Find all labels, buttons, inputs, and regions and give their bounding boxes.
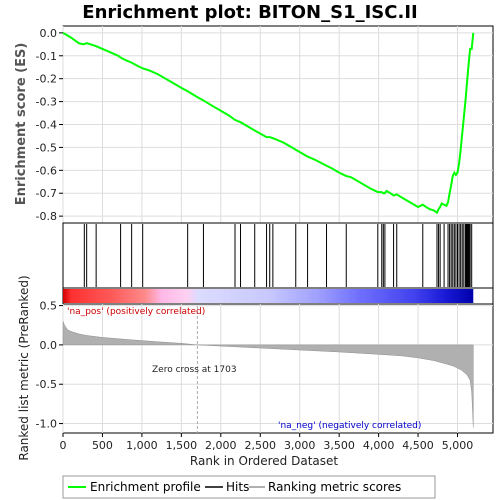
es-y-tick-label: -0.8 bbox=[36, 210, 57, 223]
x-tick-label: 500 bbox=[92, 439, 113, 452]
es-y-axis: 0.0 -0.1 -0.2 -0.3 -0.4 -0.5 -0.6 -0.7 -0.8 bbox=[36, 27, 63, 223]
legend-metric-label: Ranking metric scores bbox=[268, 480, 401, 494]
metric-panel: 0.5 0.0 -0.5 -1.0 0 500 1,000 1,500 2,000 2,500 3… bbox=[17, 275, 494, 468]
x-axis-label: Rank in Ordered Dataset bbox=[190, 454, 338, 468]
es-y-tick-label: -0.6 bbox=[36, 164, 57, 177]
x-tick-label: 5,000 bbox=[442, 439, 474, 452]
metric-y-tick-label: 0.5 bbox=[40, 300, 58, 313]
es-y-tick-label: -0.5 bbox=[36, 141, 57, 154]
es-grid bbox=[62, 26, 493, 223]
es-y-tick-label: -0.2 bbox=[36, 73, 57, 86]
x-tick-label: 4,000 bbox=[363, 439, 395, 452]
legend-profile-label: Enrichment profile bbox=[90, 480, 201, 494]
negative-correlation-label: 'na_neg' (negatively correlated) bbox=[278, 421, 421, 431]
x-tick-label: 2,000 bbox=[205, 439, 237, 452]
x-tick-label: 3,000 bbox=[284, 439, 316, 452]
metric-plot-frame bbox=[62, 303, 494, 434]
es-y-tick-label: -0.7 bbox=[36, 187, 57, 200]
hits-panel bbox=[62, 222, 494, 305]
x-tick-label: 4,500 bbox=[402, 439, 434, 452]
zero-cross-label: Zero cross at 1703 bbox=[152, 365, 237, 375]
x-tick-label: 3,500 bbox=[323, 439, 355, 452]
x-tick-label: 0 bbox=[60, 439, 67, 452]
metric-y-axis: 0.5 0.0 -0.5 -1.0 bbox=[36, 300, 63, 431]
positive-correlation-label: 'na_pos' (positively correlated) bbox=[67, 307, 205, 317]
hits-frame bbox=[62, 222, 494, 289]
metric-y-tick-label: -1.0 bbox=[36, 418, 57, 431]
legend: Enrichment profile Hits Ranking metric s… bbox=[62, 475, 436, 499]
es-y-tick-label: -0.1 bbox=[36, 50, 57, 63]
x-tick-label: 1,500 bbox=[166, 439, 198, 452]
metric-y-tick-label: 0.0 bbox=[40, 339, 58, 352]
chart-title: Enrichment plot: BITON_S1_ISC.II bbox=[82, 2, 417, 23]
hit-markers bbox=[83, 224, 473, 287]
legend-hits-label: Hits bbox=[226, 480, 249, 494]
es-panel: 0.0 -0.1 -0.2 -0.3 -0.4 -0.5 -0.6 -0.7 -0.8 Enri… bbox=[14, 25, 494, 224]
ranking-metric-area bbox=[62, 321, 474, 428]
metric-y-axis-label: Ranked list metric (PreRanked) bbox=[17, 275, 31, 460]
enrichment-profile-line bbox=[62, 32, 475, 215]
es-y-axis-label: Enrichment score (ES) bbox=[14, 43, 29, 206]
es-y-tick-label: 0.0 bbox=[40, 27, 58, 40]
es-y-tick-label: -0.4 bbox=[36, 119, 57, 132]
es-y-tick-label: -0.3 bbox=[36, 96, 57, 109]
metric-x-axis: 0 500 1,000 1,500 2,000 2,500 3,000 3,500 4,000 4… bbox=[60, 433, 474, 452]
x-tick-label: 2,500 bbox=[244, 439, 276, 452]
x-tick-label: 1,000 bbox=[126, 439, 158, 452]
metric-y-tick-label: -0.5 bbox=[36, 378, 57, 391]
rank-colorbar bbox=[63, 289, 474, 303]
